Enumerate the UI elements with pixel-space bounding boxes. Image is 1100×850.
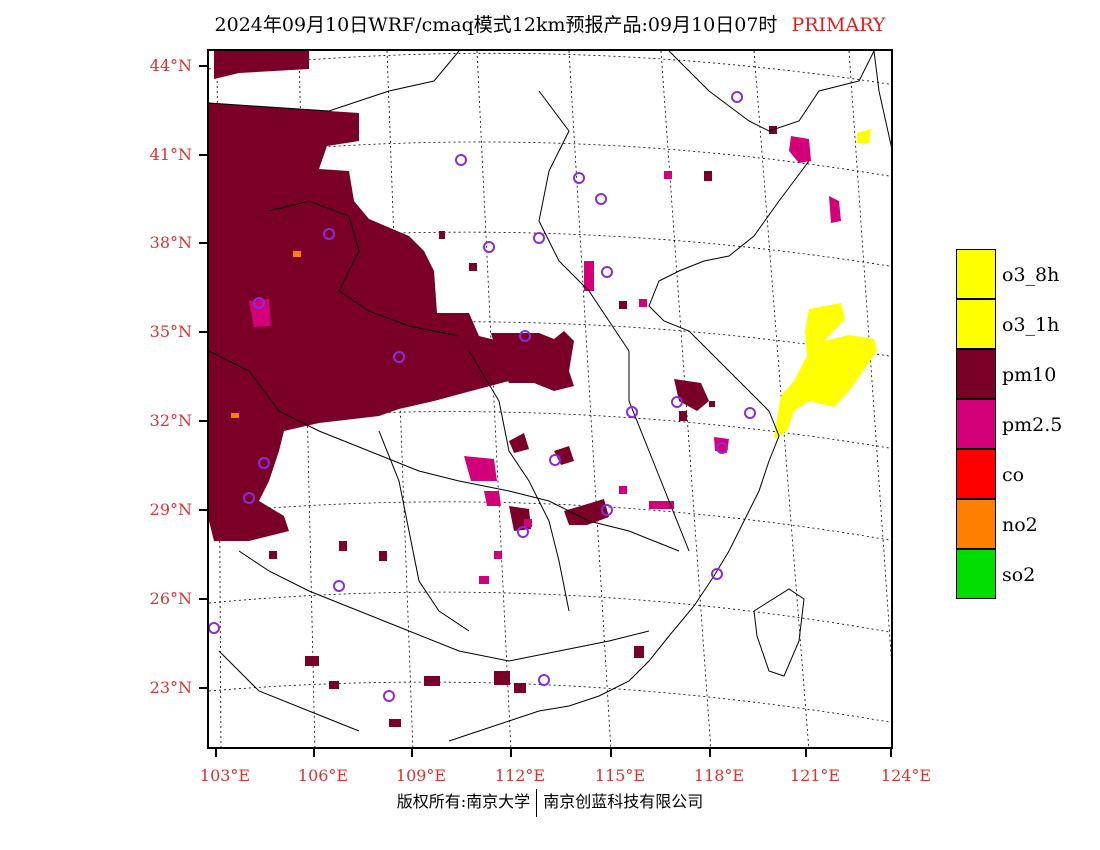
lat-tick [199, 154, 207, 156]
title-primary-tag: PRIMARY [791, 14, 886, 36]
station-marker [595, 193, 607, 205]
station-marker [533, 232, 545, 244]
legend-swatch-o3-8h [956, 249, 996, 299]
lat-label-32: 32°N [149, 411, 192, 430]
lon-tick [890, 749, 892, 757]
legend-swatch-co [956, 449, 996, 499]
legend-label-so2: so2 [1002, 564, 1036, 586]
o3-area [774, 129, 877, 439]
station-marker [393, 351, 405, 363]
station-marker [383, 690, 395, 702]
footer-divider [536, 788, 538, 817]
station-marker [744, 407, 756, 419]
lat-label-41: 41°N [149, 145, 192, 164]
lat-label-26: 26°N [149, 589, 192, 608]
station-marker [538, 674, 550, 686]
station-markers [209, 91, 756, 702]
forecast-map [207, 49, 893, 749]
legend-swatch-no2 [956, 499, 996, 549]
lon-label-109: 109°E [395, 766, 447, 785]
lat-tick [199, 420, 207, 422]
lon-label-112: 112°E [494, 766, 546, 785]
lon-tick [610, 749, 612, 757]
legend-swatch-o3-1h [956, 299, 996, 349]
station-marker [323, 228, 335, 240]
lon-label-103: 103°E [199, 766, 251, 785]
legend-label-o3-1h: o3_1h [1002, 314, 1060, 336]
station-marker [626, 406, 638, 418]
legend-label-no2: no2 [1002, 514, 1038, 536]
title-main: 2024年09月10日WRF/cmaq模式12km预报产品:09月10日07时 [214, 14, 778, 36]
station-marker [483, 241, 495, 253]
legend-label-pm25: pm2.5 [1002, 414, 1063, 436]
station-marker [209, 622, 220, 634]
copyright-footer: 版权所有:南京大学 南京创蓝科技有限公司 [0, 788, 1100, 817]
no2-area [231, 251, 301, 418]
station-marker [243, 492, 255, 504]
station-marker [573, 172, 585, 184]
lat-label-44: 44°N [149, 56, 192, 75]
lon-label-121: 121°E [789, 766, 841, 785]
lon-tick [215, 749, 217, 757]
lon-tick [510, 749, 512, 757]
lat-tick [199, 331, 207, 333]
station-marker [333, 580, 345, 592]
station-marker [253, 297, 265, 309]
legend-swatch-pm10 [956, 349, 996, 399]
station-marker [671, 396, 683, 408]
lon-label-124: 124°E [880, 766, 932, 785]
boundaries [209, 51, 891, 742]
station-marker [517, 526, 529, 538]
lon-label-118: 118°E [693, 766, 745, 785]
station-marker [519, 330, 531, 342]
station-marker [716, 442, 728, 454]
legend-label-o3-8h: o3_8h [1002, 264, 1060, 286]
lat-label-35: 35°N [149, 322, 192, 341]
station-marker [731, 91, 743, 103]
lon-tick [805, 749, 807, 757]
lat-label-23: 23°N [149, 678, 192, 697]
station-marker [601, 504, 613, 516]
lat-tick [199, 65, 207, 67]
pm25-area [249, 136, 841, 584]
station-marker [258, 457, 270, 469]
station-marker [455, 154, 467, 166]
lat-tick [199, 509, 207, 511]
lat-label-29: 29°N [149, 500, 192, 519]
legend-label-co: co [1002, 464, 1025, 486]
lat-tick [199, 242, 207, 244]
map-canvas [209, 51, 891, 747]
station-marker [601, 266, 613, 278]
lon-tick [709, 749, 711, 757]
station-marker [549, 454, 561, 466]
lon-tick [313, 749, 315, 757]
lon-label-106: 106°E [297, 766, 349, 785]
legend-swatch-so2 [956, 549, 996, 599]
station-marker [711, 568, 723, 580]
lat-tick [199, 687, 207, 689]
legend-swatch-pm25 [956, 399, 996, 449]
lon-label-115: 115°E [594, 766, 646, 785]
copyright-left: 版权所有:南京大学 [396, 792, 531, 811]
map-title: 2024年09月10日WRF/cmaq模式12km预报产品:09月10日07时 P… [0, 10, 1100, 37]
pm10-area [209, 51, 777, 727]
lat-tick [199, 598, 207, 600]
copyright-right: 南京创蓝科技有限公司 [543, 792, 704, 811]
lat-label-38: 38°N [149, 233, 192, 252]
legend-label-pm10: pm10 [1002, 364, 1057, 386]
lon-tick [411, 749, 413, 757]
